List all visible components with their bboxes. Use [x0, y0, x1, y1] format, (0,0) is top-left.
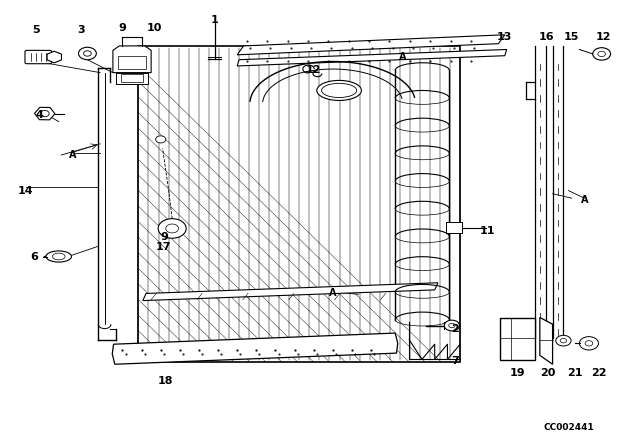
Circle shape: [84, 51, 92, 56]
Text: A: A: [69, 150, 77, 160]
Text: 12: 12: [596, 32, 611, 42]
Text: 9: 9: [160, 233, 168, 242]
Text: 14: 14: [18, 185, 33, 196]
Text: 13: 13: [497, 32, 513, 42]
Circle shape: [556, 335, 571, 346]
Polygon shape: [540, 318, 552, 364]
Circle shape: [166, 224, 179, 233]
Text: 12: 12: [306, 65, 321, 75]
Polygon shape: [116, 73, 148, 84]
Circle shape: [79, 47, 97, 60]
Polygon shape: [143, 283, 438, 301]
Ellipse shape: [52, 253, 65, 260]
Circle shape: [598, 51, 605, 56]
Text: A: A: [399, 52, 406, 62]
Ellipse shape: [317, 80, 362, 100]
Circle shape: [593, 47, 611, 60]
Text: 15: 15: [564, 32, 579, 42]
Bar: [500, 318, 535, 360]
Text: 11: 11: [479, 226, 495, 236]
Text: 3: 3: [77, 26, 85, 35]
Text: 21: 21: [567, 368, 582, 378]
Bar: [118, 56, 146, 69]
Text: 17: 17: [156, 242, 172, 252]
Polygon shape: [138, 46, 460, 362]
Text: 20: 20: [540, 368, 556, 378]
Circle shape: [560, 338, 566, 343]
Text: 18: 18: [158, 376, 173, 386]
Bar: [446, 222, 462, 233]
Text: 7: 7: [451, 356, 459, 366]
Circle shape: [585, 340, 593, 346]
Polygon shape: [237, 49, 507, 66]
Circle shape: [579, 336, 598, 350]
Circle shape: [449, 323, 455, 328]
Text: 10: 10: [147, 23, 162, 33]
Polygon shape: [237, 35, 505, 55]
Text: CC002441: CC002441: [543, 423, 594, 432]
Text: 1: 1: [211, 15, 219, 25]
Circle shape: [158, 219, 186, 238]
Text: A: A: [329, 288, 337, 298]
FancyBboxPatch shape: [25, 50, 52, 64]
Polygon shape: [113, 46, 151, 73]
Circle shape: [156, 136, 166, 143]
Text: 5: 5: [33, 26, 40, 35]
Text: 6: 6: [31, 252, 38, 263]
Ellipse shape: [321, 83, 356, 98]
Text: 19: 19: [509, 368, 525, 378]
Bar: [120, 74, 143, 82]
Text: 9: 9: [118, 23, 126, 33]
Text: 4: 4: [36, 110, 44, 120]
Polygon shape: [112, 333, 397, 364]
Circle shape: [444, 320, 460, 331]
Text: 2: 2: [451, 323, 459, 334]
Circle shape: [40, 111, 49, 116]
Text: A: A: [580, 194, 588, 205]
Text: 22: 22: [591, 368, 607, 378]
Ellipse shape: [46, 251, 72, 262]
Text: 16: 16: [538, 32, 554, 42]
